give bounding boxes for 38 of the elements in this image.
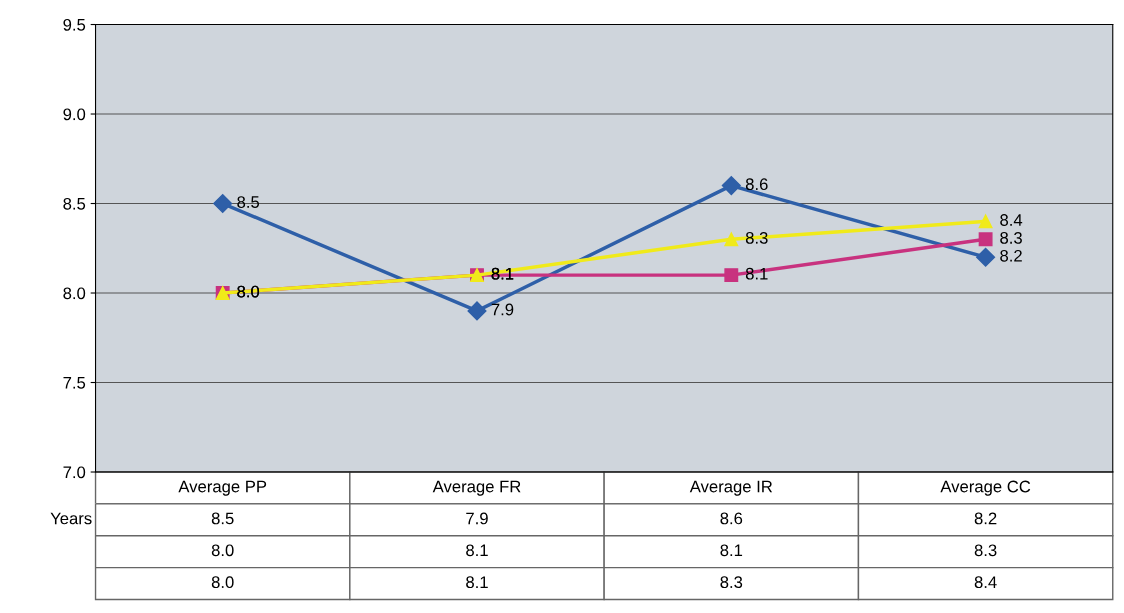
text: 8.6 [745, 178, 768, 191]
data-label: 8.3 [974, 544, 997, 557]
point [213, 193, 233, 214]
text: 7.9 [491, 303, 514, 316]
text: 8.1 [491, 267, 514, 280]
point [724, 268, 739, 283]
x-tick-label: Average IR [689, 480, 773, 496]
text: 8.3 [1000, 231, 1022, 244]
y-tick-label: 9.5 [63, 18, 86, 31]
y-tick-label: 8.5 [63, 197, 86, 210]
y-tick-label: 9.0 [63, 108, 86, 121]
x-tick-label: Average PP [178, 480, 267, 496]
data-label: 8.0 [211, 576, 234, 589]
data-label: 8.1 [466, 576, 488, 589]
point [467, 301, 487, 321]
point [721, 176, 741, 196]
y-tick-label: 7.0 [63, 466, 86, 479]
data-label: 7.9 [466, 512, 488, 525]
data-label: 8.1 [466, 544, 488, 557]
point [724, 232, 739, 247]
data-label: 8.1 [720, 544, 743, 557]
x-tick-label: Average FR [432, 480, 521, 496]
data-label: 8.0 [211, 544, 234, 557]
x-tick-label: Average CC [940, 480, 1031, 496]
y-tick-label: 7.5 [63, 377, 86, 389]
data-label: 8.6 [720, 512, 743, 525]
text: Years [50, 512, 92, 525]
data-label: 8.5 [211, 512, 234, 525]
data-label: 8.2 [974, 512, 997, 525]
point [978, 214, 993, 229]
point [978, 232, 993, 247]
data-label: 8.4 [974, 576, 997, 589]
data-label: 8.3 [720, 576, 743, 589]
point [976, 247, 996, 267]
text: 8.4 [1000, 214, 1023, 226]
text: 8.3 [745, 231, 768, 244]
y-tick-label: 8.0 [63, 287, 86, 300]
text: 8.2 [1000, 249, 1022, 262]
